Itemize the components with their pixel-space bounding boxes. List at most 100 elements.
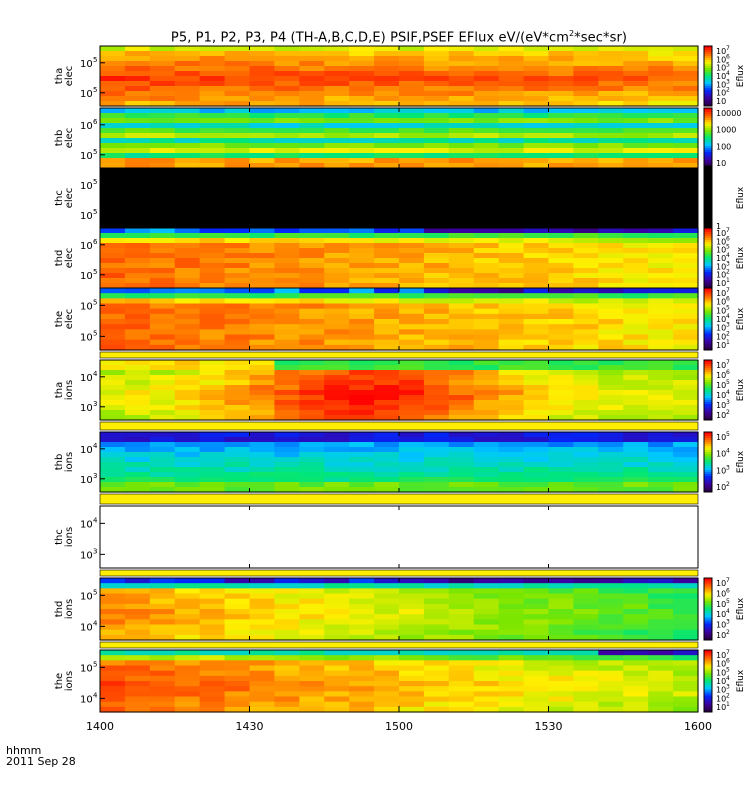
colorbar-step (704, 658, 712, 661)
heatmap-cell (274, 614, 300, 620)
heatmap-cell (648, 665, 674, 672)
heatmap-cell (249, 370, 276, 376)
heatmap-cell (673, 681, 699, 687)
heatmap-cell (548, 158, 575, 164)
colorbar-step (704, 150, 712, 153)
heatmap-cell (199, 158, 226, 164)
heatmap-cell (498, 278, 525, 284)
colorbar-tick-label: 10 (716, 271, 726, 280)
heatmap-cell (648, 61, 674, 67)
heatmap-cell (274, 457, 300, 463)
heatmap-cell (249, 334, 276, 341)
heatmap-cell (199, 303, 226, 310)
heatmap-cell (299, 400, 325, 406)
heatmap-cell (249, 467, 276, 473)
heatmap-cell (149, 329, 176, 336)
heatmap-cell (573, 344, 599, 351)
heatmap-cell (473, 629, 500, 636)
heatmap-cell (648, 462, 674, 468)
heatmap-cell (274, 593, 300, 600)
heatmap-cell (448, 415, 475, 421)
heatmap-cell (448, 96, 475, 102)
heatmap-cell (149, 614, 176, 620)
colorbar-step (704, 617, 712, 620)
colorbar-tick-label: 10 (716, 466, 726, 475)
heatmap-cell (523, 123, 550, 129)
heatmap-cell (423, 457, 450, 463)
colorbar-step (704, 302, 712, 306)
heatmap-cell (149, 655, 176, 661)
heatmap-cell (349, 452, 375, 458)
heatmap-cell (498, 128, 525, 134)
heatmap-cell (448, 133, 475, 139)
heatmap-cell (673, 329, 699, 336)
heatmap-cell (523, 681, 550, 687)
heatmap-cell (174, 665, 201, 672)
heatmap-cell (374, 133, 400, 139)
heatmap-cell (100, 96, 126, 102)
heatmap-cell (399, 324, 425, 330)
heatmap-cell (648, 619, 674, 626)
heatmap-cell (523, 598, 550, 605)
heatmap-cell (199, 324, 226, 330)
heatmap-cell (648, 629, 674, 636)
colorbar-tick-label: 10 (716, 159, 726, 168)
heatmap-cell (523, 128, 550, 134)
heatmap-cell (523, 319, 550, 325)
heatmap-cell (124, 81, 151, 87)
colorbar-tick-label: 10 (716, 677, 726, 686)
heatmap-cell (349, 46, 375, 52)
heatmap-cell (523, 339, 550, 346)
heatmap-cell (274, 308, 300, 315)
heatmap-cell (274, 133, 300, 139)
heatmap-cell (399, 472, 425, 478)
colorbar-step (704, 90, 712, 93)
heatmap-cell (423, 447, 450, 453)
colorbar-step (704, 362, 712, 365)
heatmap-cell (124, 258, 151, 264)
heatmap-cell (448, 238, 475, 244)
heatmap-cell (548, 153, 575, 159)
heatmap-cell (598, 681, 624, 687)
heatmap-cell (249, 380, 276, 386)
heatmap-cell (149, 619, 176, 626)
heatmap-cell (423, 248, 450, 254)
heatmap-cell (498, 153, 525, 159)
heatmap-cell (349, 655, 375, 661)
heatmap-cell (498, 681, 525, 687)
heatmap-cell (448, 319, 475, 325)
heatmap-cell (448, 691, 475, 698)
heatmap-cell (349, 298, 375, 305)
heatmap-cell (423, 319, 450, 325)
heatmap-cell (523, 487, 550, 493)
colorbar-tick-label: 10 (716, 89, 726, 98)
heatmap-cell (648, 477, 674, 483)
heatmap-cell (498, 432, 525, 438)
heatmap-cell (448, 634, 475, 641)
colorbar-tick-exp: 1 (726, 339, 730, 346)
panel-sublabel: ions (64, 599, 75, 619)
heatmap-cell (548, 101, 575, 107)
heatmap-cell (648, 655, 674, 661)
heatmap-cell (573, 76, 599, 82)
heatmap-cell (124, 319, 151, 325)
heatmap-cell (249, 588, 276, 595)
heatmap-cell (224, 283, 251, 289)
heatmap-cell (349, 598, 375, 605)
heatmap-cell (299, 118, 325, 124)
colorbar-step (704, 278, 712, 281)
heatmap-cell (523, 670, 550, 677)
heatmap-cell (349, 603, 375, 610)
heatmap-cell (174, 603, 201, 610)
heatmap-cell (299, 370, 325, 376)
heatmap-cell (473, 385, 500, 391)
heatmap-cell (423, 360, 450, 366)
heatmap-cell (174, 313, 201, 320)
heatmap-cell (249, 158, 276, 164)
heatmap-cell (324, 405, 350, 411)
heatmap-cell (349, 113, 375, 119)
heatmap-cell (548, 344, 575, 351)
heatmap-cell (149, 339, 176, 346)
